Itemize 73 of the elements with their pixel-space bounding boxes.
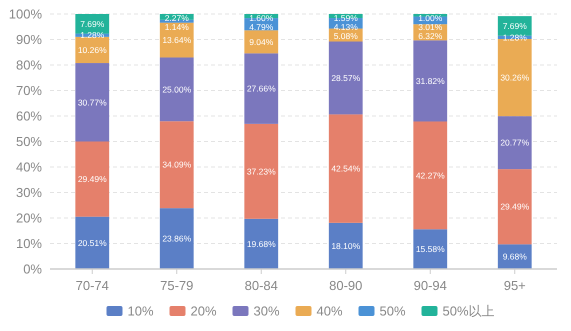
bar (75, 216, 110, 269)
data-label: 20.77% (500, 138, 530, 148)
data-label: 30.77% (78, 97, 108, 108)
data-label: 37.23% (246, 166, 276, 176)
data-label: 29.49% (78, 174, 108, 184)
bar (413, 121, 448, 230)
bar (244, 124, 278, 219)
data-label: 9.68% (502, 252, 528, 262)
data-label: 30.26% (500, 72, 530, 83)
legend-label: 50% (380, 304, 406, 318)
data-label: 31.82% (416, 76, 446, 86)
bar (75, 63, 110, 142)
data-label: 20.51% (78, 238, 108, 248)
y-tick-label: 30% (16, 185, 42, 200)
data-label: 3.01% (418, 22, 443, 32)
y-tick-label: 80% (16, 58, 42, 72)
legend-label: 50%以上 (442, 304, 495, 318)
y-tick-label: 50% (16, 134, 42, 149)
y-tick-label: 40% (16, 160, 42, 174)
x-tick-label: 95+ (504, 278, 526, 293)
data-label: 34.09% (162, 160, 192, 170)
y-tick-label: 60% (16, 108, 42, 124)
bar (244, 53, 278, 124)
data-label: 42.54% (331, 164, 361, 174)
x-tick-label: 80-84 (244, 278, 278, 293)
bar (160, 121, 194, 208)
bar (413, 229, 448, 269)
data-label: 4.79% (249, 22, 274, 32)
data-label: 10.26% (78, 44, 108, 55)
data-label: 6.32% (418, 31, 443, 41)
bar (328, 42, 363, 114)
data-label: 1.00% (418, 13, 443, 23)
data-label: 18.10% (331, 240, 361, 251)
y-tick-label: 0% (23, 262, 42, 276)
data-label: 5.08% (334, 30, 358, 41)
data-label: 7.69% (502, 20, 528, 31)
legend-label: 30% (254, 304, 280, 318)
bar (160, 208, 194, 269)
bar (498, 116, 532, 170)
data-label: 19.68% (246, 238, 276, 249)
data-label: 42.27% (416, 170, 446, 180)
data-label: 25.00% (162, 84, 192, 94)
y-tick-label: 70% (16, 83, 42, 98)
bar (160, 57, 194, 122)
legend-label: 40% (316, 304, 343, 318)
x-tick-label: 80-90 (329, 278, 362, 293)
data-label: 1.14% (164, 22, 190, 32)
y-tick-label: 90% (16, 32, 42, 47)
bar (413, 40, 448, 122)
data-label: 2.27% (164, 13, 190, 23)
x-tick-label: 90-94 (414, 278, 447, 293)
data-label: 1.59% (334, 12, 358, 23)
data-label: 9.04% (249, 36, 274, 47)
data-label: 27.66% (246, 84, 276, 94)
bar (328, 114, 363, 223)
legend-label: 10% (128, 304, 154, 318)
data-label: 7.69% (80, 18, 105, 29)
data-label: 28.57% (331, 72, 361, 83)
data-label: 13.64% (162, 35, 192, 46)
x-tick-label: 70-74 (76, 278, 109, 293)
data-label: 29.49% (500, 202, 530, 212)
y-tick-label: 20% (16, 210, 42, 226)
y-tick-label: 100% (8, 6, 42, 22)
bar (244, 218, 278, 269)
legend-label: 20% (190, 304, 217, 318)
y-tick-label: 10% (16, 236, 42, 251)
data-label: 1.60% (249, 13, 274, 23)
data-label: 23.86% (162, 234, 192, 244)
data-label: 15.58% (416, 244, 446, 254)
bar (328, 222, 363, 269)
bar (498, 169, 532, 244)
x-tick-label: 75-79 (160, 278, 194, 293)
bar (75, 142, 110, 217)
